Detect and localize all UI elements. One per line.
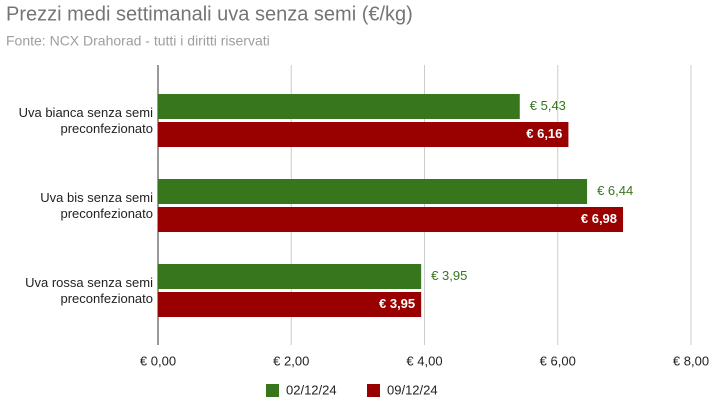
chart-title: Prezzi medi settimanali uva senza semi (…	[6, 3, 413, 25]
legend-swatch	[367, 384, 380, 397]
bar	[158, 122, 569, 147]
x-tick-label: € 2,00	[273, 353, 309, 368]
x-tick-label: € 8,00	[673, 353, 709, 368]
value-label: € 6,16	[526, 126, 562, 141]
value-label: € 3,95	[431, 268, 467, 283]
value-label: € 6,44	[597, 183, 633, 198]
x-tick-label: € 6,00	[540, 353, 576, 368]
bar	[158, 264, 422, 289]
bar	[158, 94, 520, 119]
bar	[158, 292, 422, 317]
y-tick-label: Uva bis senza semi preconfezionato	[40, 189, 153, 221]
x-tick-label: € 0,00	[140, 353, 176, 368]
legend-swatch	[266, 384, 279, 397]
value-label: € 3,95	[379, 296, 415, 311]
chart-subtitle: Fonte: NCX Drahorad - tutti i diritti ri…	[6, 33, 270, 49]
x-tick-label: € 4,00	[406, 353, 442, 368]
value-label: € 6,98	[581, 211, 617, 226]
bar	[158, 179, 588, 204]
y-tick-label: Uva bianca senza semi preconfezionato	[18, 104, 153, 136]
bar	[158, 207, 624, 232]
legend-label: 02/12/24	[286, 382, 337, 397]
value-label: € 5,43	[530, 98, 566, 113]
legend-label: 09/12/24	[387, 382, 438, 397]
y-tick-label: Uva rossa senza semi preconfezionato	[25, 274, 153, 306]
